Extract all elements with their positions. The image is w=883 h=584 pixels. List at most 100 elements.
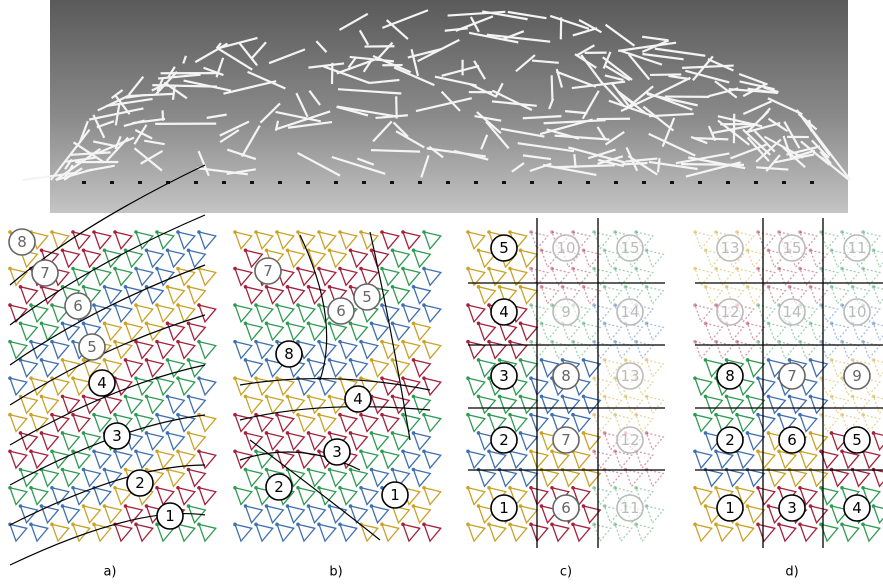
node	[871, 248, 876, 253]
node	[798, 230, 802, 234]
lattice-cell	[422, 267, 442, 287]
lattice-cell	[233, 413, 253, 433]
lattice-cell	[317, 377, 337, 397]
lattice-cell	[359, 523, 379, 543]
strut	[648, 160, 698, 171]
strut	[375, 114, 409, 120]
lattice-cell	[861, 413, 881, 433]
lattice-cell	[529, 450, 549, 470]
node	[113, 449, 117, 454]
lattice-cell	[338, 523, 358, 543]
node	[466, 266, 470, 271]
strut	[106, 97, 153, 108]
lattice-cell	[540, 358, 560, 378]
lattice-cell	[634, 486, 654, 506]
node	[285, 431, 290, 435]
strut	[215, 42, 222, 50]
lattice-cell	[809, 285, 829, 305]
lattice-cell	[777, 413, 797, 433]
lattice-cell	[592, 267, 612, 287]
lattice-cell	[466, 523, 486, 543]
node	[466, 449, 470, 454]
node	[861, 522, 865, 527]
node	[550, 266, 554, 271]
lattice-cell	[254, 340, 274, 360]
strut	[447, 10, 506, 17]
node	[243, 321, 248, 326]
strut	[183, 79, 232, 92]
lattice-cell	[809, 358, 829, 378]
lattice-cell	[61, 468, 81, 488]
lattice-cell	[187, 505, 207, 525]
lattice-cell	[265, 322, 285, 342]
lattice-cell	[798, 231, 818, 251]
node	[634, 266, 638, 271]
node	[602, 248, 607, 253]
node	[422, 449, 426, 454]
lattice-cell	[571, 267, 591, 287]
lattice-cell	[872, 505, 883, 525]
lattice-cell	[370, 505, 390, 525]
strut	[485, 120, 510, 150]
lattice-cell	[735, 523, 755, 543]
lattice-cell	[830, 468, 850, 488]
lattice-cell	[422, 231, 442, 251]
lattice-cell	[693, 486, 713, 506]
lattice-cell	[275, 450, 295, 470]
node	[703, 394, 708, 399]
lattice-cell	[487, 413, 507, 433]
node	[634, 522, 638, 527]
lattice-cell	[359, 377, 379, 397]
node	[581, 248, 586, 253]
node	[338, 266, 342, 271]
lattice-cell	[861, 486, 881, 506]
region-label: 6	[73, 297, 83, 315]
node	[134, 266, 138, 271]
foot	[446, 181, 450, 184]
lattice-cell	[380, 450, 400, 470]
strut	[782, 135, 793, 160]
node	[529, 412, 533, 417]
lattice-cell	[391, 432, 411, 452]
lattice-cell	[265, 432, 285, 452]
lattice-cell	[477, 322, 497, 342]
lattice-cell	[176, 450, 196, 470]
strut	[55, 168, 93, 182]
lattice-cell	[29, 413, 49, 433]
lattice-cell	[155, 377, 175, 397]
lattice-cell	[145, 432, 165, 452]
strut	[197, 150, 210, 177]
node	[487, 266, 491, 271]
node	[338, 230, 342, 234]
node	[623, 394, 628, 399]
lattice-cell	[349, 505, 369, 525]
lattice-cell	[391, 395, 411, 415]
lattice-cell	[380, 267, 400, 287]
lattice-cell	[103, 505, 123, 525]
node	[808, 504, 813, 508]
lattice-cell	[746, 395, 766, 415]
node	[8, 412, 12, 417]
node	[60, 467, 65, 472]
foot	[110, 181, 114, 184]
strut	[819, 150, 832, 165]
strut	[240, 125, 261, 158]
node	[411, 504, 416, 508]
lattice-cell	[714, 340, 734, 360]
lattice-cell	[746, 249, 766, 269]
divider-curve	[9, 314, 206, 406]
lattice-cell	[735, 231, 755, 251]
node	[592, 412, 596, 417]
lattice-cell	[61, 432, 81, 452]
strut	[571, 80, 626, 90]
node	[724, 394, 729, 399]
node	[8, 522, 12, 527]
strut	[133, 124, 148, 145]
divider-curve	[9, 264, 206, 366]
foot	[670, 181, 674, 184]
strut	[756, 166, 789, 171]
lattice-cell	[187, 468, 207, 488]
node	[693, 303, 697, 307]
divider-curve	[299, 234, 328, 381]
lattice-cell	[92, 267, 112, 287]
